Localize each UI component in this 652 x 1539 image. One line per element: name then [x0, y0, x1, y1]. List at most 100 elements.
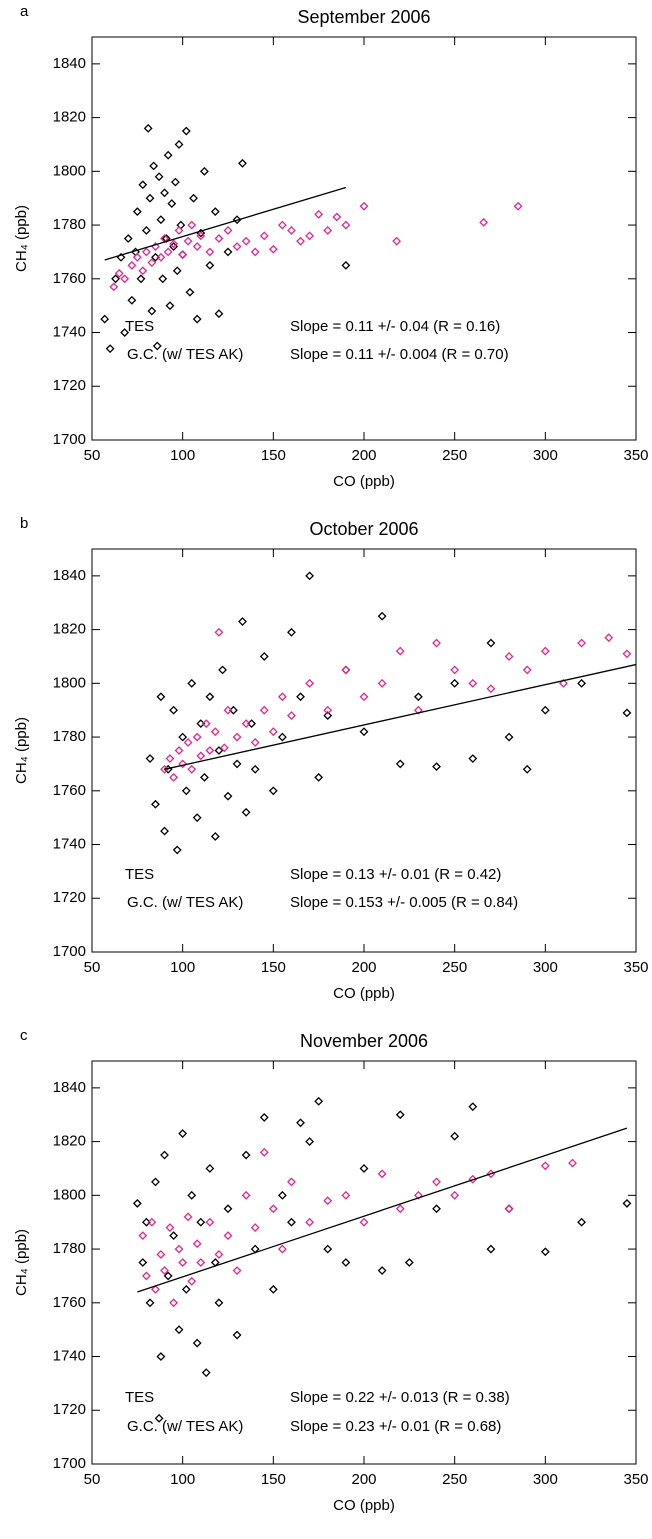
- data-point: [277, 220, 287, 230]
- data-point: [268, 727, 278, 737]
- data-point: [395, 759, 405, 769]
- x-tick-label: 350: [623, 1471, 648, 1488]
- data-point: [111, 274, 120, 284]
- data-point: [287, 627, 296, 637]
- data-point: [163, 1271, 173, 1281]
- data-point: [323, 711, 333, 720]
- data-point: [151, 1177, 160, 1187]
- data-point: [450, 678, 460, 688]
- data-point: [305, 231, 315, 241]
- data-point: [183, 236, 193, 246]
- data-point: [138, 1258, 148, 1267]
- x-tick-label: 300: [533, 1471, 558, 1488]
- x-tick-label: 100: [170, 959, 195, 976]
- data-point: [268, 786, 278, 796]
- x-tick-label: 100: [170, 1471, 195, 1488]
- data-point: [250, 1223, 260, 1232]
- x-tick-label: 150: [261, 959, 286, 976]
- data-point: [154, 172, 164, 182]
- y-tick-label: 1740: [53, 324, 86, 341]
- data-point: [196, 231, 206, 241]
- data-point: [277, 732, 287, 742]
- data-point: [223, 247, 233, 257]
- data-point: [174, 1325, 184, 1335]
- data-point: [196, 1217, 206, 1227]
- slope-annotation: Slope = 0.13 +/- 0.01 (R = 0.42): [290, 866, 501, 883]
- data-point: [377, 1266, 387, 1275]
- x-tick-label: 100: [170, 447, 195, 464]
- data-point: [305, 1217, 315, 1227]
- chart-title: September 2006: [297, 7, 430, 27]
- data-point: [160, 188, 169, 198]
- data-point: [210, 832, 220, 841]
- data-point: [120, 274, 130, 284]
- data-point: [432, 762, 441, 772]
- data-point: [504, 732, 514, 742]
- data-point: [132, 207, 142, 217]
- legend-label: TES: [125, 1389, 154, 1406]
- data-point: [287, 226, 296, 235]
- x-tick-label: 350: [623, 447, 648, 464]
- y-axis-label: CH₄ (ppb): [13, 717, 30, 784]
- x-tick-label: 300: [533, 959, 558, 976]
- data-point: [413, 1190, 423, 1200]
- data-point: [296, 1118, 305, 1128]
- data-point: [174, 1244, 184, 1254]
- data-point: [156, 252, 166, 262]
- data-point: [192, 1239, 202, 1249]
- data-point: [205, 260, 215, 270]
- data-point: [259, 652, 269, 661]
- data-point: [141, 247, 151, 257]
- x-tick-label: 250: [442, 959, 467, 976]
- data-point: [138, 266, 148, 276]
- data-point: [241, 1150, 251, 1160]
- y-tick-label: 1700: [53, 1455, 86, 1472]
- x-tick-label: 50: [84, 959, 101, 976]
- data-point: [377, 1169, 387, 1179]
- data-point: [183, 1212, 193, 1222]
- data-point: [214, 627, 224, 637]
- data-point: [114, 269, 124, 278]
- data-point: [323, 705, 333, 715]
- slope-annotation: Slope = 0.153 +/- 0.005 (R = 0.84): [290, 894, 518, 911]
- data-point: [141, 1271, 151, 1281]
- data-point: [241, 1190, 251, 1200]
- data-point: [187, 220, 197, 230]
- data-point: [268, 244, 278, 254]
- data-point: [296, 692, 305, 702]
- data-point: [540, 1161, 550, 1171]
- chart-title: October 2006: [309, 519, 418, 539]
- data-point: [341, 665, 351, 675]
- slope-annotation: Slope = 0.11 +/- 0.004 (R = 0.70): [290, 346, 509, 363]
- data-point: [341, 220, 351, 230]
- data-point: [178, 732, 188, 742]
- data-point: [359, 1164, 369, 1173]
- y-tick-label: 1840: [53, 567, 86, 584]
- data-point: [277, 1190, 287, 1200]
- data-point: [172, 266, 182, 276]
- data-point: [156, 215, 166, 225]
- data-point: [210, 727, 220, 737]
- data-point: [169, 705, 179, 715]
- x-tick-label: 150: [261, 1471, 286, 1488]
- data-point: [277, 692, 287, 702]
- data-point: [413, 692, 423, 702]
- data-point: [232, 215, 242, 225]
- y-tick-label: 1800: [53, 674, 86, 691]
- x-tick-label: 50: [84, 447, 101, 464]
- data-point: [287, 1177, 296, 1187]
- data-point: [377, 611, 387, 621]
- data-point: [149, 161, 159, 171]
- data-point: [323, 1196, 333, 1206]
- x-tick-label: 250: [442, 447, 467, 464]
- data-point: [181, 126, 191, 136]
- data-point: [238, 617, 247, 626]
- y-tick-label: 1840: [53, 55, 86, 72]
- x-axis-label: CO (ppb): [333, 1497, 395, 1514]
- data-point: [486, 684, 496, 694]
- data-point: [568, 1158, 577, 1168]
- data-point: [468, 1102, 478, 1112]
- data-point: [192, 813, 202, 823]
- data-point: [522, 764, 532, 774]
- panel-label: b: [20, 515, 28, 532]
